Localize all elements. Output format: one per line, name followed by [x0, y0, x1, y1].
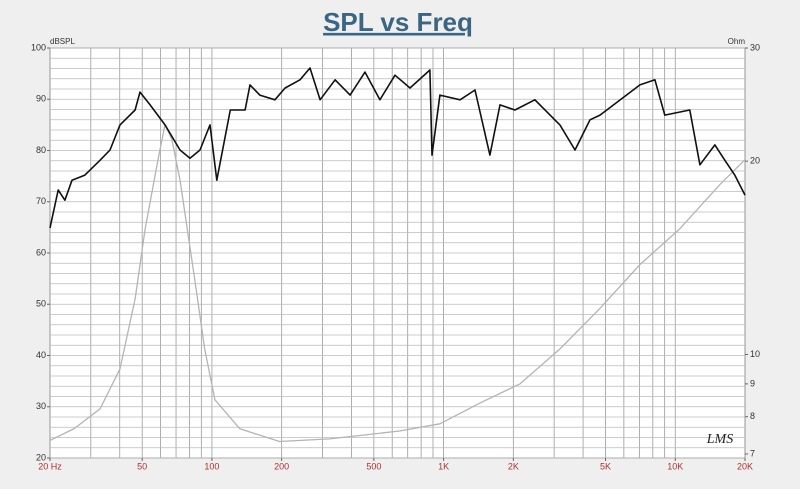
x-tick-label: 5K [600, 461, 611, 471]
x-tick-label: 10K [667, 461, 683, 471]
y2-tick-label: 20 [750, 155, 760, 165]
y-tick-label: 90 [36, 94, 46, 104]
y-tick-label: 20 [36, 452, 46, 462]
logo: LMS [706, 432, 733, 447]
y-tick-label: 70 [36, 196, 46, 206]
y-tick-label: 80 [36, 145, 46, 155]
x-tick-label: 200 [274, 461, 289, 471]
y-axis-label: dBSPL [50, 37, 75, 46]
y-tick-label: 100 [31, 42, 46, 52]
y-tick-label: 40 [36, 350, 46, 360]
x-tick-label: 100 [204, 461, 219, 471]
series-line [49, 123, 746, 443]
x-tick-label: 2K [508, 461, 519, 471]
y-tick-label: 30 [36, 401, 46, 411]
y2-tick-label: 9 [750, 378, 755, 388]
series-line [49, 67, 746, 229]
y2-tick-label: 7 [750, 448, 755, 458]
x-tick-label: 500 [366, 461, 381, 471]
x-tick-label: 20 Hz [38, 461, 62, 471]
y2-tick-label: 8 [750, 411, 755, 421]
x-tick-label: 1K [438, 461, 449, 471]
x-tick-label: 50 [137, 461, 147, 471]
chart-title: SPL vs Freq [323, 7, 473, 37]
y2-axis-label: Ohm [728, 37, 746, 46]
y-tick-label: 50 [36, 299, 46, 309]
x-tick-label: 20K [737, 461, 753, 471]
y2-tick-label: 30 [750, 42, 760, 52]
y2-tick-label: 10 [750, 349, 760, 359]
y-tick-label: 60 [36, 247, 46, 257]
